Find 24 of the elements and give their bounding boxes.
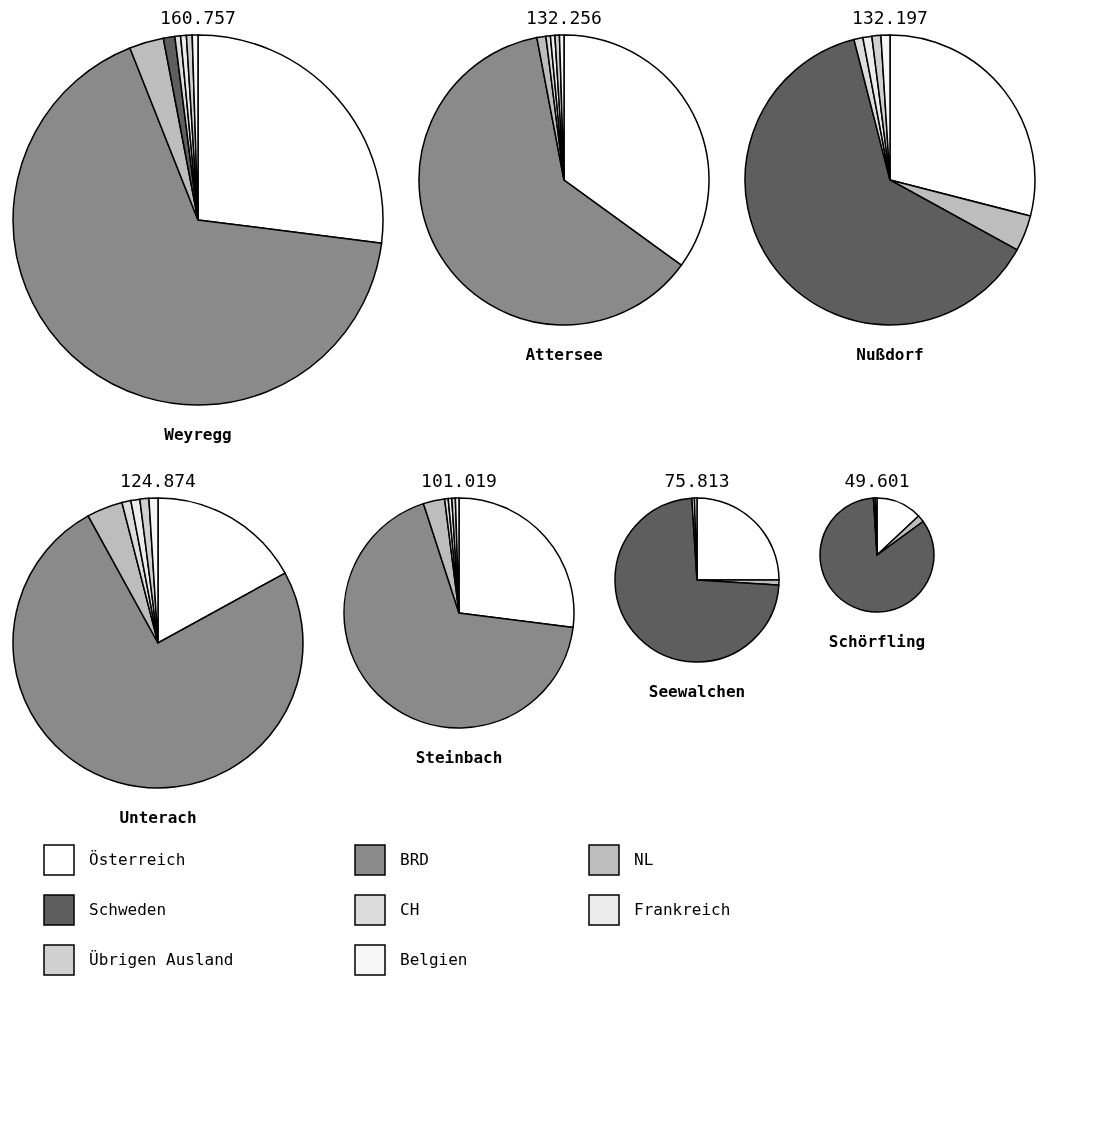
legend-label: Belgien <box>400 950 468 969</box>
legend-label: Schweden <box>89 900 167 919</box>
legend-label: NL <box>634 850 654 869</box>
chart-title: 160.757 <box>160 7 236 28</box>
pie-slice <box>614 497 780 663</box>
legend-label: Übrigen Ausland <box>89 950 234 969</box>
text: Weyregg <box>164 425 232 444</box>
legend-label: Frankreich <box>634 900 731 919</box>
chart-title: 132.256 <box>526 7 602 28</box>
chart-title: 75.813 <box>664 470 730 491</box>
pie-slice <box>819 497 935 613</box>
chart-title: 49.601 <box>844 470 910 491</box>
text: Unterach <box>119 808 197 827</box>
legend-label: BRD <box>400 850 429 869</box>
chart-title: 132.197 <box>852 7 928 28</box>
chart-title: 101.019 <box>421 470 497 491</box>
legend-label: Österreich <box>89 850 186 869</box>
text: Steinbach <box>415 748 503 767</box>
text: Seewalchen <box>648 682 746 701</box>
text: Nußdorf <box>856 345 924 364</box>
legend-label: CH <box>400 900 420 919</box>
text: Attersee <box>525 345 603 364</box>
text: Schörfling <box>828 632 926 651</box>
chart-title: 124.874 <box>120 470 196 491</box>
